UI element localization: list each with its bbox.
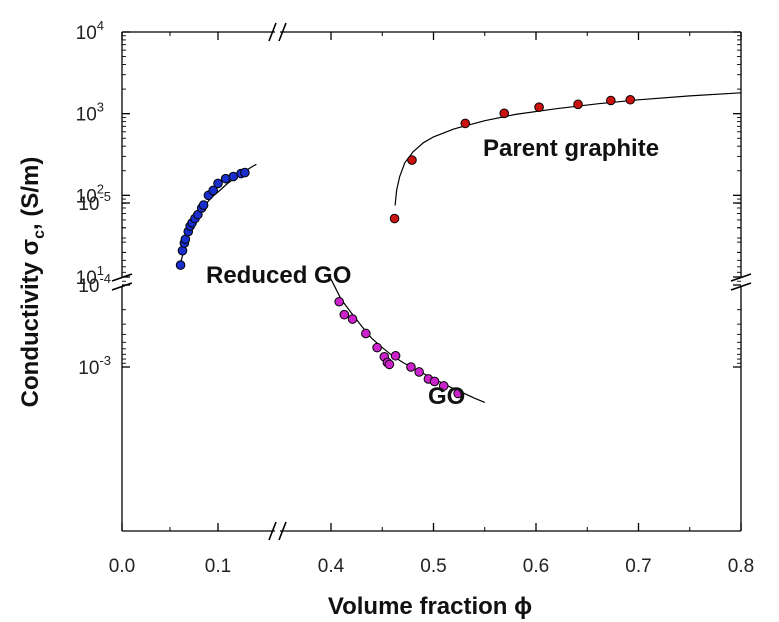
y-axis-title-subscript: c [31, 230, 48, 239]
data-point-go [406, 362, 416, 372]
data-point-parent-graphite [407, 155, 417, 165]
y-tick-label: 102 [76, 181, 104, 207]
data-point-reduced-go [208, 185, 218, 196]
y-tick-exponent: 3 [97, 100, 104, 115]
data-point-go [372, 342, 382, 353]
data-point-reduced-go [240, 167, 250, 178]
y-break-mark-left-1 [111, 273, 133, 282]
y-tick-label: 10-5 [78, 189, 111, 215]
y-axis-title-main: Conductivity σ [17, 239, 44, 407]
data-point-reduced-go [175, 260, 186, 270]
data-point-go [453, 388, 463, 399]
data-point-go [438, 381, 449, 391]
y-break-mark-right-1 [730, 273, 752, 282]
y-tick-exponent: -5 [99, 189, 111, 204]
x-axis-title: Volume fraction ϕ [328, 593, 532, 620]
tick-labels: 0.0 0.1 0.4 0.5 0.6 0.7 0.810410310210110-310-… [76, 18, 755, 577]
y-tick-label: 10-3 [78, 353, 111, 379]
data-point-go [339, 309, 350, 320]
y-tick-label: 10-4 [78, 271, 111, 297]
data-point-parent-graphite [534, 102, 544, 113]
y-tick-base: 10 [78, 358, 99, 379]
series-label-reduced-go: Reduced GO [206, 262, 351, 289]
data-point-parent-graphite [499, 108, 510, 119]
x-tick-label: 0.7 [625, 556, 651, 577]
y-axis-title-unit: , (S/m) [17, 157, 44, 230]
x-break-mark-bottom-1 [268, 521, 277, 541]
y-axis-title: Conductivity σc, (S/m) [17, 157, 48, 408]
x-tick-label: 0.6 [523, 556, 549, 577]
series-label-parent-graphite: Parent graphite [483, 135, 659, 162]
y-tick-label: 103 [76, 100, 104, 126]
y-tick-exponent: 4 [97, 18, 104, 33]
y-tick-base: 10 [76, 23, 97, 44]
y-tick-base: 10 [76, 105, 97, 126]
y-tick-base: 10 [76, 186, 97, 207]
y-tick-exponent: -3 [99, 353, 111, 368]
y-break-mark-left-2 [111, 282, 133, 291]
data-point-parent-graphite [460, 118, 471, 129]
y-break-mark-right-2 [730, 282, 752, 291]
data-point-go [334, 296, 345, 307]
x-tick-label: 0.4 [318, 556, 345, 577]
x-tick-label: 0.5 [420, 556, 446, 577]
data-point-go [429, 376, 440, 387]
x-tick-label: 0.8 [728, 556, 754, 577]
y-tick-label: 104 [76, 18, 104, 44]
data-point-go [390, 350, 401, 361]
data-point-parent-graphite [606, 95, 616, 106]
axis-breaks [111, 22, 752, 541]
y-tick-base: 10 [78, 276, 99, 297]
data-point-parent-graphite [389, 213, 400, 224]
data-point-go [414, 367, 424, 377]
x-break-mark-bottom-2 [278, 521, 287, 541]
plot-frame [121, 31, 742, 532]
data-point-go [384, 359, 395, 370]
x-break-mark-top-2 [278, 22, 287, 42]
data-point-reduced-go [198, 200, 209, 210]
y-tick-base: 10 [76, 268, 97, 289]
data-point-go [361, 328, 371, 339]
fit-curve-parent-graphite [394, 92, 742, 206]
x-tick-label: 0.1 [205, 556, 231, 577]
y-tick-exponent: 1 [97, 263, 104, 278]
x-tick-label: 0.0 [109, 556, 135, 577]
data-points [175, 94, 636, 399]
data-point-go [347, 314, 358, 324]
data-point-reduced-go [213, 178, 223, 189]
y-tick-label: 101 [76, 263, 104, 289]
y-tick-exponent: 2 [97, 181, 104, 196]
data-point-parent-graphite [573, 99, 583, 110]
data-point-parent-graphite [625, 94, 636, 105]
y-tick-exponent: -4 [99, 271, 111, 286]
x-break-mark-top-1 [268, 22, 277, 42]
y-tick-base: 10 [78, 194, 99, 215]
series-label-go: GO [428, 383, 465, 410]
